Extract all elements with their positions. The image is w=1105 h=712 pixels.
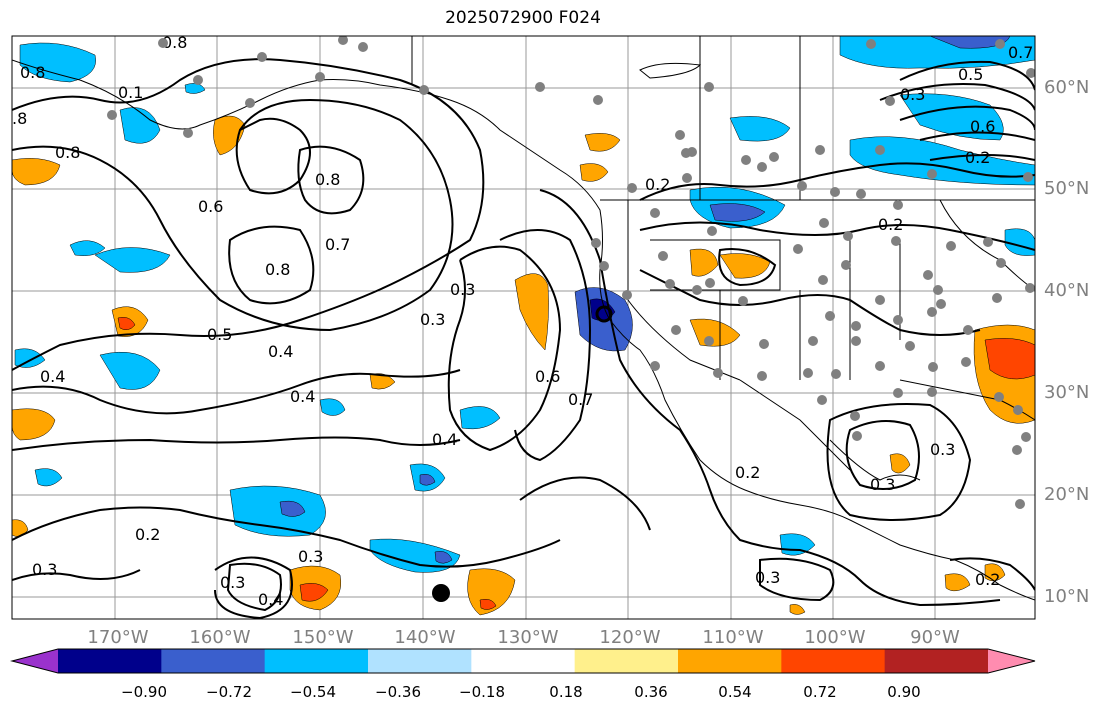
colorbar-tick-label: 0.18 [549,683,583,701]
lat-label: 30°N [1044,382,1090,403]
contour-label: 0.2 [975,570,1000,589]
contour-label: 0.2 [878,215,903,234]
center-marker-ring [595,305,613,323]
blue-shading [14,36,1035,573]
contour-label: 0.3 [420,310,445,329]
contour-lines [12,58,1035,619]
contour-label: 0.2 [135,525,160,544]
contour-label: 0.5 [958,65,983,84]
lat-label: 60°N [1044,77,1090,98]
contour-label: .8 [12,109,27,128]
colorbar-tick-label: 0.72 [803,683,837,701]
contour-label: 0.4 [258,590,283,609]
orange-shading [12,115,1035,616]
contour-label: 0.7 [568,390,593,409]
graticule [12,36,1035,619]
contour-label: 0.2 [965,148,990,167]
contour-label: 0.8 [55,143,80,162]
lon-label: 90°W [910,627,960,648]
contour-label: 0.8 [265,260,290,279]
contour-label: 0.2 [735,463,760,482]
contour-label: 0.4 [268,342,293,361]
contour-label: 0.1 [118,83,143,102]
station-dots [107,36,1035,509]
contour-label: 0.4 [432,430,457,449]
lon-label: 170°W [87,627,149,648]
contour-label: 0.3 [32,560,57,579]
contour-label: 0.3 [900,85,925,104]
colorbar-tick-label: 0.54 [718,683,752,701]
contour-label: 0.7 [325,235,350,254]
colorbar-tick-label: −0.90 [121,683,167,701]
lon-label: 150°W [292,627,354,648]
contour-label: 0.8 [162,33,187,52]
lon-label: 120°W [599,627,661,648]
contour-label-group: .8 0.8 0.1 0.6 0.8 0.8 0.7 0.5 0.4 0.3 0… [12,33,1033,609]
contour-label: 0.6 [535,367,560,386]
contour-label: 0.5 [207,325,232,344]
colorbar-tick-label: −0.36 [375,683,421,701]
colorbar-tick-label: −0.72 [206,683,252,701]
colorbar-tick-label: −0.54 [290,683,336,701]
contour-label: 0.3 [220,573,245,592]
contour-label: 0.8 [315,170,340,189]
contour-label: 0.3 [870,475,895,494]
contour-label: 0.4 [40,367,65,386]
contour-label: 0.6 [198,197,223,216]
lat-label: 50°N [1044,178,1090,199]
contour-label: 0.4 [290,387,315,406]
contour-label: 0.2 [645,175,670,194]
contour-label: 0.3 [755,568,780,587]
coastlines [12,36,1035,601]
contour-label: 0.8 [20,63,45,82]
colorbar-tick-label: −0.18 [459,683,505,701]
colorbar-tick-label: 0.36 [634,683,668,701]
colorbar-tick-label: 0.90 [887,683,921,701]
lon-label: 110°W [702,627,764,648]
lon-label: 130°W [497,627,559,648]
contour-label: 0.7 [1008,43,1033,62]
map-frame [11,35,1036,620]
map-title: 2025072900 F024 [445,8,601,28]
contour-label: 0.6 [970,117,995,136]
lat-label: 10°N [1044,586,1090,607]
contour-label: 0.3 [298,547,323,566]
contour-label: 0.3 [450,280,475,299]
storm-marker-dot [432,584,450,602]
lon-label: 160°W [189,627,251,648]
contour-label: 0.3 [930,440,955,459]
lat-label: 20°N [1044,484,1090,505]
lat-label: 40°N [1044,280,1090,301]
lon-label: 140°W [394,627,456,648]
lon-label: 100°W [804,627,866,648]
